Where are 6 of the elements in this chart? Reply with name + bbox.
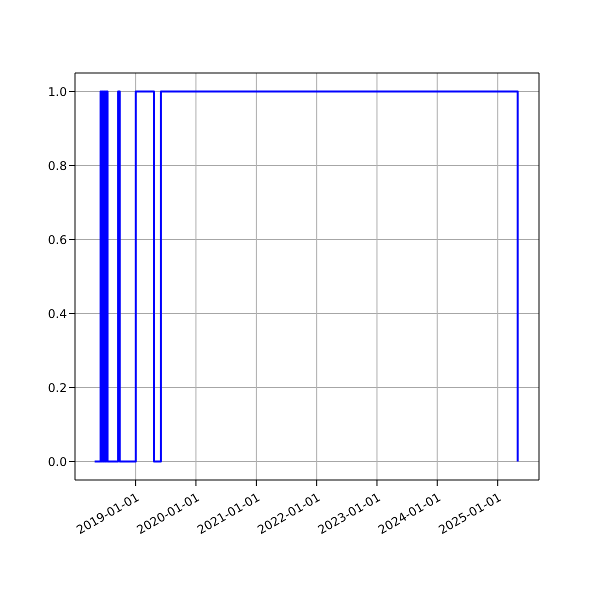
y-tick-label: 0.6: [48, 232, 67, 247]
y-tick-label: 0.2: [48, 380, 67, 395]
y-tick-label: 0.0: [48, 454, 67, 469]
y-tick-label: 1.0: [48, 84, 67, 99]
y-tick-label: 0.4: [48, 306, 67, 321]
y-tick-label: 0.8: [48, 158, 67, 173]
